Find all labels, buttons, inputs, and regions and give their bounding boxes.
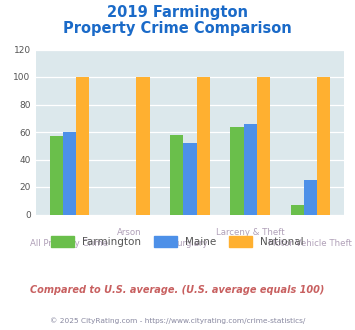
Bar [183, 143, 197, 214]
Legend: Farmington, Maine, National: Farmington, Maine, National [51, 236, 304, 247]
Text: Motor Vehicle Theft: Motor Vehicle Theft [268, 239, 353, 248]
Bar [290, 205, 304, 215]
Text: © 2025 CityRating.com - https://www.cityrating.com/crime-statistics/: © 2025 CityRating.com - https://www.city… [50, 317, 305, 324]
Bar [244, 124, 257, 214]
Bar [197, 77, 210, 214]
Bar [63, 132, 76, 214]
Bar [230, 126, 244, 214]
Text: Arson: Arson [118, 228, 142, 237]
Bar [136, 77, 149, 214]
Text: Compared to U.S. average. (U.S. average equals 100): Compared to U.S. average. (U.S. average … [30, 285, 325, 295]
Text: All Property Crime: All Property Crime [31, 239, 109, 248]
Bar [317, 77, 330, 214]
Bar [170, 135, 183, 214]
Bar [257, 77, 270, 214]
Text: 2019 Farmington: 2019 Farmington [107, 5, 248, 20]
Text: Burglary: Burglary [171, 239, 208, 248]
Bar [50, 136, 63, 214]
Text: Property Crime Comparison: Property Crime Comparison [63, 21, 292, 36]
Text: Larceny & Theft: Larceny & Theft [216, 228, 284, 237]
Bar [304, 180, 317, 214]
Bar [76, 77, 89, 214]
